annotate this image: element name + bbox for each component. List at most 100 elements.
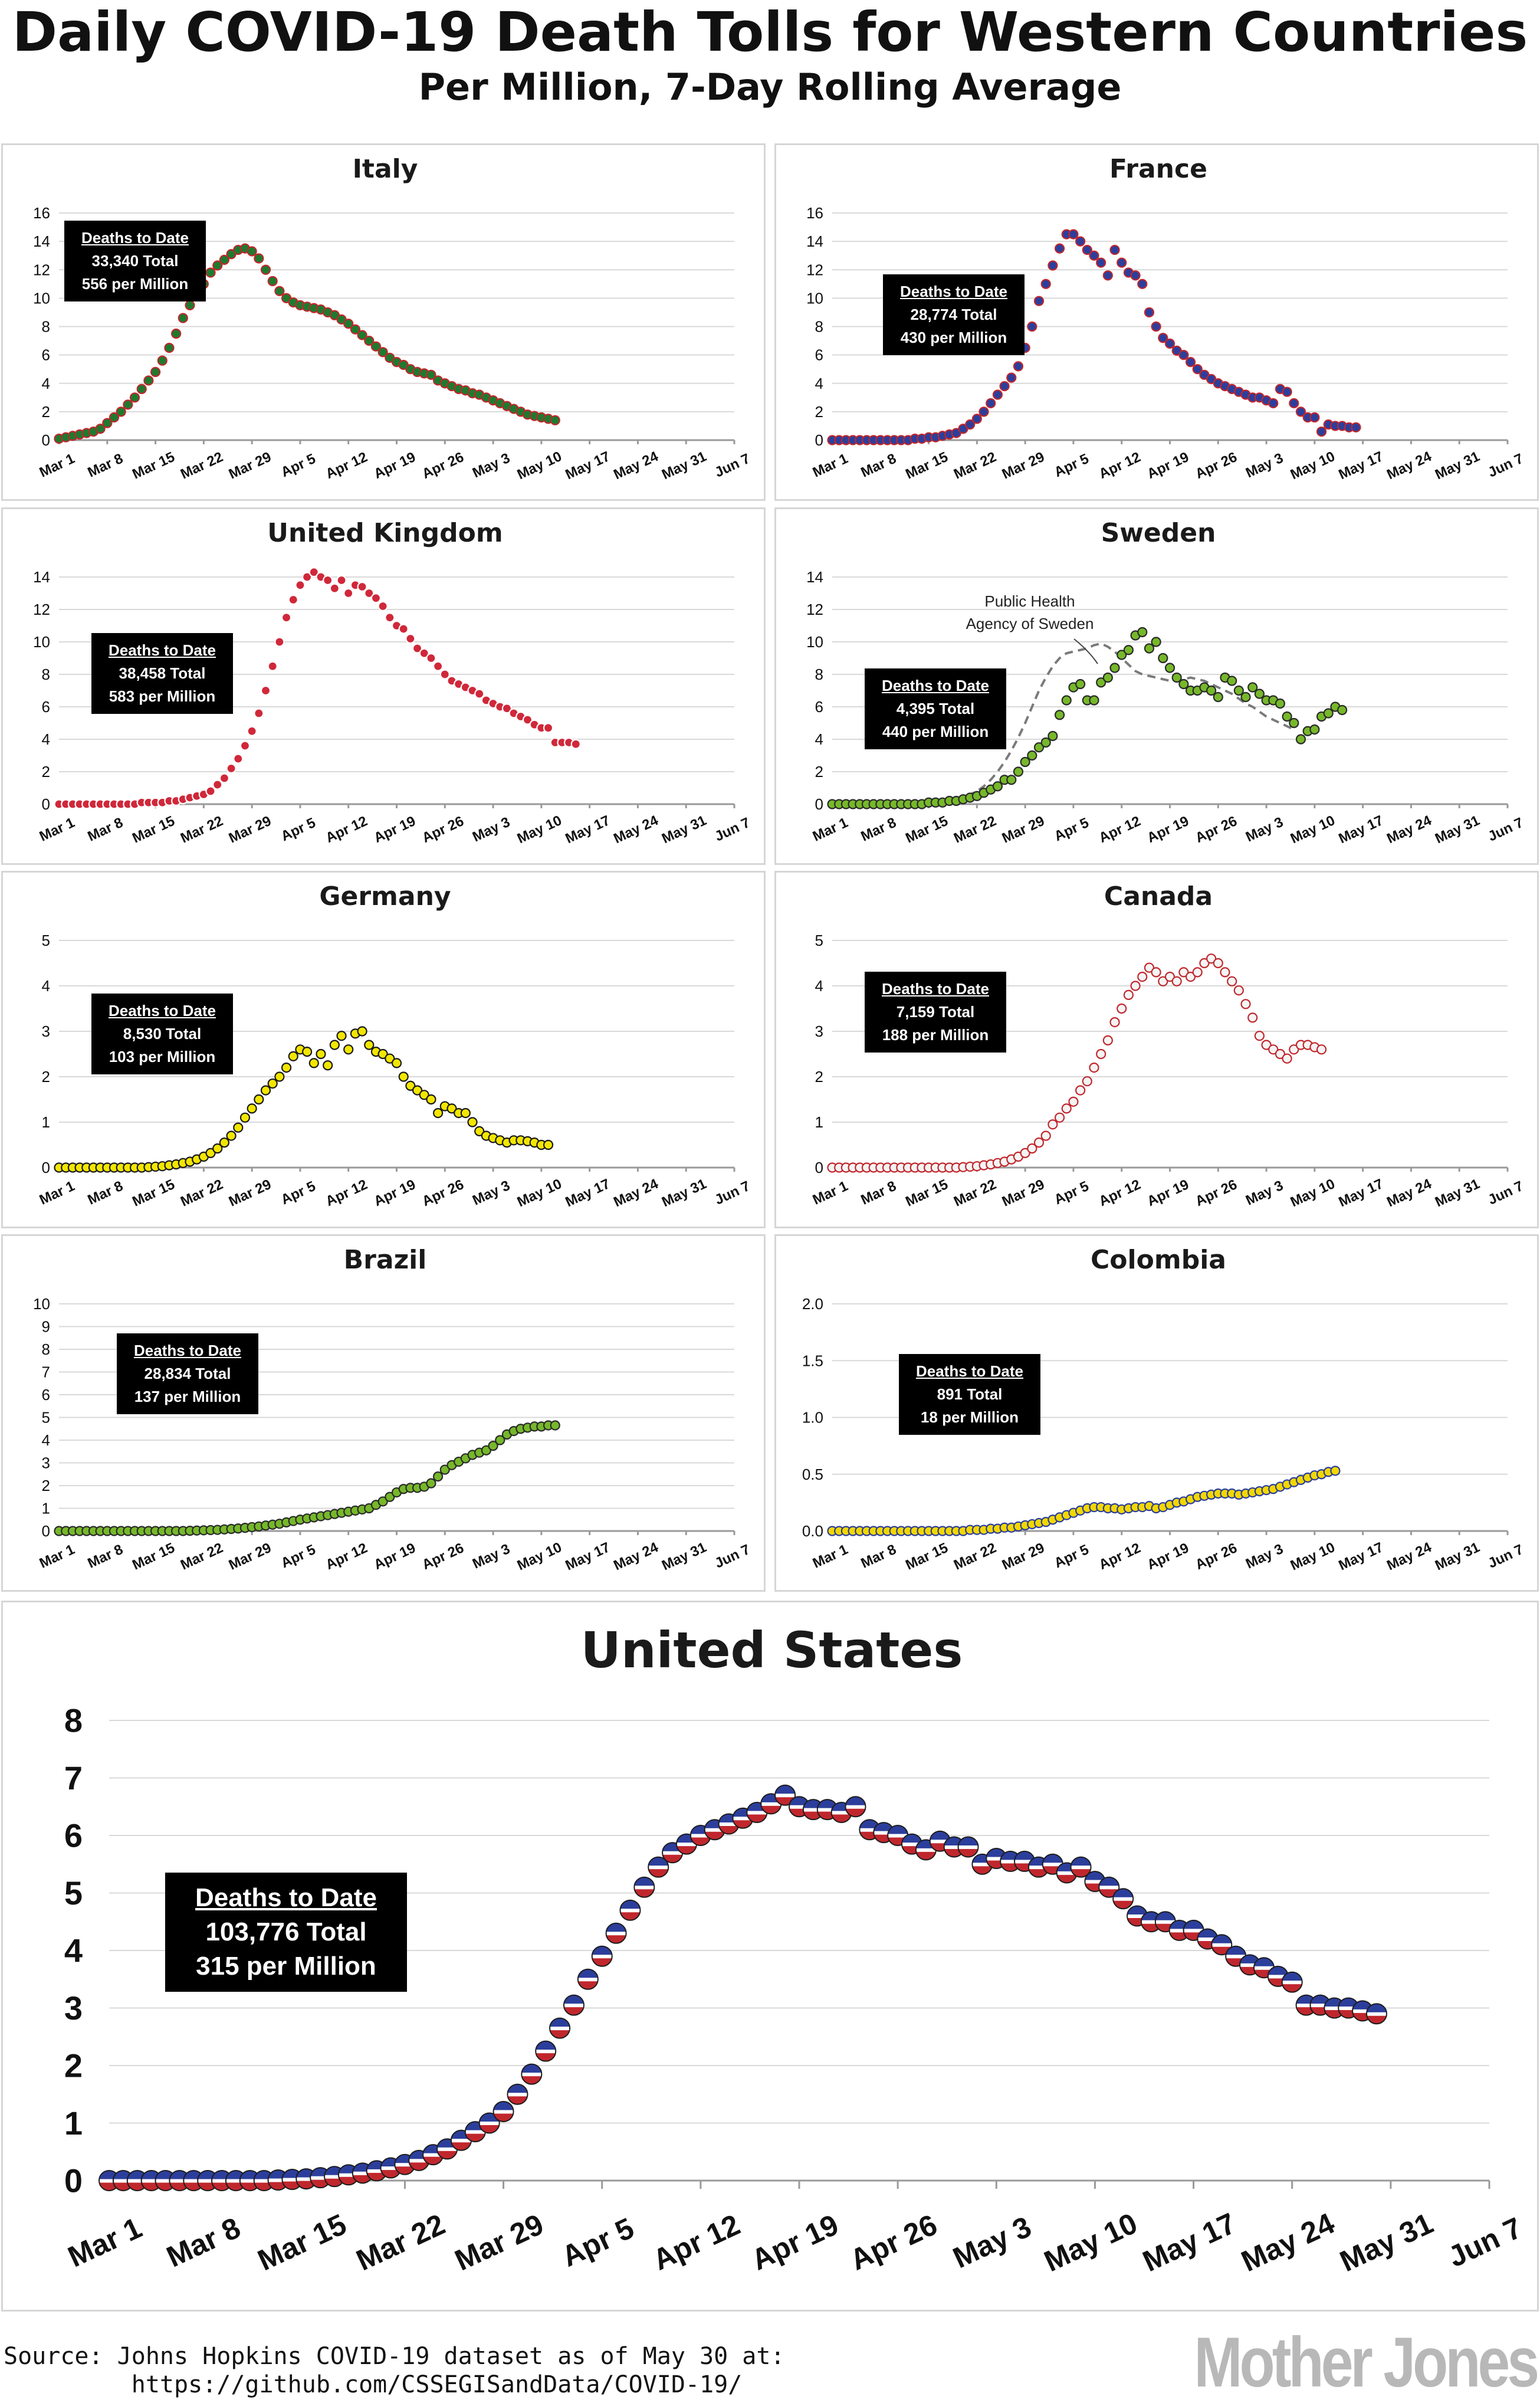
- data-point: [1144, 643, 1155, 654]
- x-tick-label: May 24: [1384, 812, 1434, 847]
- data-point: [239, 740, 251, 751]
- y-tick-label: 6: [42, 1386, 50, 1404]
- data-point: [1112, 1888, 1134, 1910]
- data-point: [1054, 710, 1065, 720]
- x-tick-label: May 10: [1288, 1176, 1338, 1210]
- data-point: [1089, 695, 1099, 706]
- y-tick-label: 0: [64, 2162, 83, 2199]
- data-point: [1048, 1119, 1058, 1130]
- data-point: [1289, 398, 1299, 409]
- data-point: [1070, 1856, 1092, 1878]
- x-tick-label: May 17: [563, 448, 612, 483]
- data-point: [102, 418, 113, 428]
- x-tick-label: Mar 15: [903, 1176, 950, 1210]
- data-point: [398, 1071, 409, 1082]
- stats-heading: Deaths to Date: [881, 677, 990, 694]
- stats-heading: Deaths to Date: [133, 1342, 242, 1359]
- data-point: [1061, 695, 1072, 706]
- data-point: [212, 260, 223, 271]
- data-point: [295, 580, 306, 591]
- stats-per-million: 18 per Million: [920, 1408, 1019, 1426]
- data-point: [1233, 685, 1244, 696]
- data-point: [1151, 637, 1161, 647]
- data-point: [1013, 361, 1024, 372]
- data-point: [971, 414, 982, 424]
- data-point: [185, 300, 195, 311]
- data-point: [157, 355, 168, 366]
- x-tick-label: May 24: [1384, 1176, 1434, 1211]
- x-tick-label: May 10: [515, 448, 564, 483]
- x-tick-label: May 3: [1243, 1178, 1286, 1209]
- y-tick-label: 5: [42, 1409, 50, 1427]
- data-point: [1137, 278, 1148, 289]
- x-tick-label: May 10: [1039, 2207, 1142, 2278]
- x-tick-label: May 3: [1243, 814, 1286, 845]
- x-tick-label: Jun 7: [712, 1542, 753, 1572]
- panel-title-sweden: Sweden: [1101, 518, 1216, 548]
- x-tick-label: May 10: [515, 1176, 564, 1210]
- y-tick-label: 10: [806, 633, 823, 651]
- data-point: [343, 1044, 354, 1055]
- data-point: [467, 1117, 478, 1127]
- data-point: [405, 633, 416, 644]
- x-tick-label: May 24: [611, 1539, 661, 1574]
- data-point: [267, 1078, 278, 1089]
- data-point: [288, 594, 298, 605]
- data-point: [1352, 2000, 1374, 2022]
- y-tick-label: 1: [42, 1500, 50, 1517]
- data-point: [1185, 972, 1196, 982]
- x-tick-label: May 24: [1384, 1539, 1434, 1574]
- data-point: [1158, 976, 1168, 986]
- data-point: [150, 366, 161, 378]
- data-point: [563, 1994, 585, 2016]
- x-tick-label: Mar 8: [858, 1542, 898, 1572]
- data-point: [1013, 766, 1024, 777]
- data-point: [267, 276, 278, 287]
- x-tick-label: Mar 8: [85, 451, 125, 481]
- chart-panel-brazil: Brazil 0 1 2 3 4 5 6 7 8 9 10 Mar 1 Mar 8 Mar 15 Mar 22…: [1, 1234, 766, 1592]
- series-line: [832, 1469, 1336, 1533]
- x-tick-label: May 24: [1384, 448, 1434, 483]
- data-points-colombia: [827, 1466, 1341, 1536]
- data-point: [254, 1094, 264, 1105]
- data-point: [965, 419, 976, 430]
- data-point: [1054, 1112, 1065, 1123]
- data-point: [1316, 426, 1327, 437]
- y-tick-label: 3: [42, 1454, 50, 1472]
- x-tick-label: May 31: [659, 1539, 709, 1573]
- data-point: [1040, 737, 1051, 748]
- data-point: [570, 739, 581, 749]
- x-tick-label: May 31: [1433, 1176, 1482, 1210]
- data-point: [992, 781, 1003, 792]
- data-point: [391, 1058, 402, 1068]
- data-point: [774, 1784, 796, 1806]
- deaths-to-date-box-colombia: Deaths to Date 891 Total 18 per Million: [899, 1354, 1040, 1435]
- y-tick-label: 4: [42, 1431, 50, 1449]
- x-tick-label: May 17: [563, 812, 612, 847]
- y-tick-label: 0: [42, 431, 50, 449]
- data-point: [350, 324, 360, 335]
- x-tick-label: Jun 7: [1486, 451, 1526, 481]
- data-point: [370, 593, 382, 604]
- y-tick-label: 2: [815, 1068, 823, 1086]
- data-point: [426, 369, 436, 380]
- data-point: [329, 1040, 340, 1050]
- chart-panel-france: France 0 2 4 6 8 10 12 14 16 Mar 1 Mar 8 Mar 15 Mar 2…: [774, 143, 1539, 501]
- x-tick-label: Apr 19: [1145, 1540, 1191, 1573]
- x-tick-label: Mar 8: [85, 1542, 125, 1572]
- x-tick-label: Mar 29: [1000, 1176, 1047, 1210]
- y-tick-label: 1: [42, 1113, 50, 1131]
- data-point: [492, 2101, 514, 2122]
- y-tick-label: 1.5: [802, 1352, 823, 1369]
- data-point: [308, 1058, 319, 1068]
- x-tick-label: Mar 8: [85, 1178, 125, 1208]
- data-point: [648, 1856, 669, 1878]
- data-point: [1075, 1085, 1086, 1096]
- x-tick-label: May 10: [1288, 1539, 1338, 1573]
- stats-per-million: 583 per Million: [109, 687, 216, 705]
- data-point: [1089, 250, 1099, 261]
- x-tick-label: Mar 29: [1000, 1540, 1047, 1573]
- chart-panel-sweden: Sweden 0 2 4 6 8 10 12 14 Mar 1 Mar 8 Mar 15 Mar 22 M…: [774, 507, 1539, 865]
- data-point: [1158, 333, 1168, 343]
